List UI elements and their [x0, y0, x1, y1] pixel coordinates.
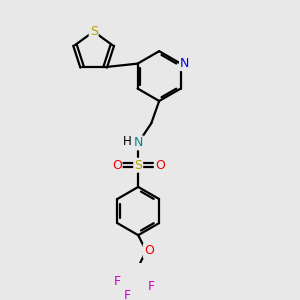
Text: S: S: [90, 25, 98, 38]
Text: F: F: [124, 290, 131, 300]
Text: O: O: [144, 244, 154, 257]
Text: F: F: [114, 275, 121, 288]
Text: N: N: [180, 57, 189, 70]
Text: F: F: [148, 280, 155, 293]
Text: H: H: [123, 135, 132, 148]
Text: N: N: [134, 136, 143, 149]
Text: S: S: [134, 159, 142, 172]
Text: O: O: [155, 159, 165, 172]
Text: O: O: [112, 159, 122, 172]
